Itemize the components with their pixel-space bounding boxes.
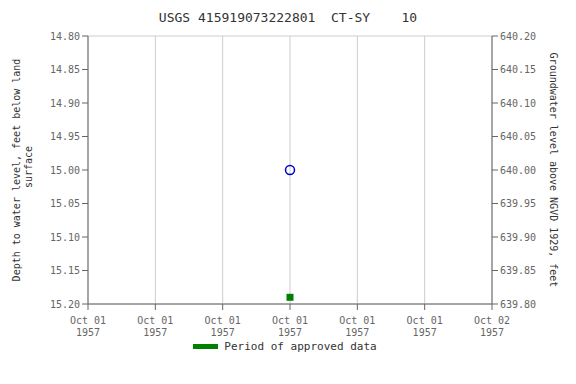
svg-text:15.10: 15.10 bbox=[50, 232, 80, 243]
svg-text:Oct 011957: Oct 011957 bbox=[407, 315, 443, 338]
svg-text:Oct 011957: Oct 011957 bbox=[205, 315, 241, 338]
svg-text:639.90: 639.90 bbox=[500, 232, 536, 243]
svg-text:14.80: 14.80 bbox=[50, 31, 80, 42]
svg-text:Depth to water level, feet bel: Depth to water level, feet below land su… bbox=[11, 59, 34, 282]
svg-text:640.05: 640.05 bbox=[500, 131, 536, 142]
svg-text:640.10: 640.10 bbox=[500, 98, 536, 109]
svg-text:Oct 011957: Oct 011957 bbox=[272, 315, 308, 338]
svg-text:Oct 021957: Oct 021957 bbox=[474, 315, 510, 338]
svg-text:14.95: 14.95 bbox=[50, 131, 80, 142]
svg-text:15.00: 15.00 bbox=[50, 165, 80, 176]
svg-text:640.20: 640.20 bbox=[500, 31, 536, 42]
svg-text:640.00: 640.00 bbox=[500, 165, 536, 176]
svg-text:15.15: 15.15 bbox=[50, 265, 80, 276]
svg-text:639.95: 639.95 bbox=[500, 198, 536, 209]
svg-text:15.20: 15.20 bbox=[50, 299, 80, 310]
svg-text:639.80: 639.80 bbox=[500, 299, 536, 310]
svg-text:14.85: 14.85 bbox=[50, 64, 80, 75]
svg-text:14.90: 14.90 bbox=[50, 98, 80, 109]
html-text:Period of approved data: Period of approved data bbox=[224, 340, 377, 353]
svg-text:640.15: 640.15 bbox=[500, 64, 536, 75]
svg-text:639.85: 639.85 bbox=[500, 265, 536, 276]
svg-text:Groundwater level above NGVD 1: Groundwater level above NGVD 1929, feet bbox=[548, 53, 559, 288]
svg-text:Oct 011957: Oct 011957 bbox=[137, 315, 173, 338]
svg-text:15.05: 15.05 bbox=[50, 198, 80, 209]
svg-text:Oct 011957: Oct 011957 bbox=[339, 315, 375, 338]
html-text:USGS 415919073222801 CT-SY 10: USGS 415919073222801 CT-SY 10 bbox=[158, 10, 418, 25]
svg-text:Oct 011957: Oct 011957 bbox=[70, 315, 106, 338]
